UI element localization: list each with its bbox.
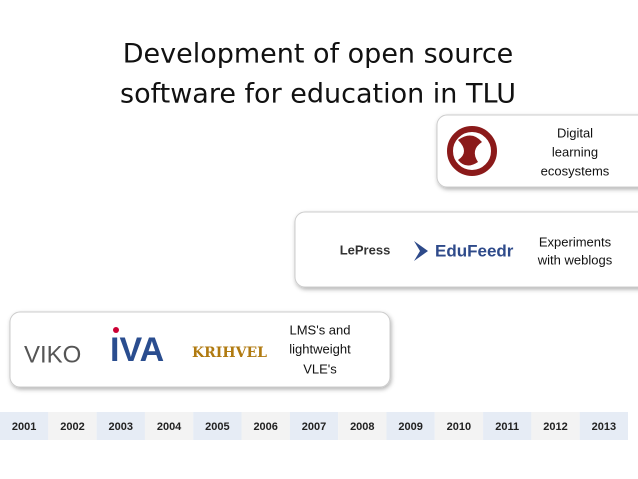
year: 2007 <box>302 421 326 433</box>
label: Digital <box>557 125 593 140</box>
year: 2009 <box>398 421 422 433</box>
logo-text: IVA <box>110 331 164 369</box>
logo-text: KRIHVEL <box>192 345 267 361</box>
label: LMS's and <box>289 322 350 337</box>
title: Development of open source <box>123 39 514 70</box>
year: 2005 <box>205 421 229 433</box>
year: 2004 <box>157 421 182 433</box>
year: 2003 <box>109 421 133 433</box>
year: 2011 <box>495 421 519 433</box>
logo <box>414 241 428 261</box>
label: Experiments <box>539 234 612 249</box>
label: learning <box>552 144 598 159</box>
logo-text: EduFeedr <box>435 241 514 260</box>
label: VLE's <box>303 361 337 376</box>
year-cell <box>531 412 580 440</box>
box <box>294 211 638 288</box>
year-cell <box>96 412 145 440</box>
year: 2013 <box>592 421 616 433</box>
year-cell <box>241 412 290 440</box>
year-cell <box>338 412 387 440</box>
year-cell <box>0 412 49 440</box>
year-cell <box>289 412 339 440</box>
timeline: 2001 2002 2003 2004 2005 2006 2007 2008 2009 2010… <box>0 412 628 440</box>
year: 2006 <box>253 421 277 433</box>
year: 2012 <box>543 421 567 433</box>
year-cell <box>144 412 194 440</box>
year-cell <box>48 412 97 440</box>
year: 2008 <box>350 421 374 433</box>
logo <box>447 126 497 176</box>
year-cell <box>579 412 628 440</box>
year: 2002 <box>60 421 84 433</box>
year: 2010 <box>447 421 471 433</box>
box <box>9 311 391 388</box>
label: with weblogs <box>537 252 613 267</box>
year-cell <box>386 412 435 440</box>
year: 2001 <box>12 421 36 433</box>
logo <box>458 135 482 166</box>
logo-text: LePress <box>340 242 391 257</box>
year-cell <box>193 412 242 440</box>
year-cell <box>434 412 484 440</box>
logo <box>113 327 119 333</box>
title: software for education in TLU <box>120 79 516 110</box>
logo-text: VIKO <box>24 341 81 368</box>
label: ecosystems <box>541 163 610 178</box>
year-cell <box>483 412 532 440</box>
label: lightweight <box>289 341 351 356</box>
